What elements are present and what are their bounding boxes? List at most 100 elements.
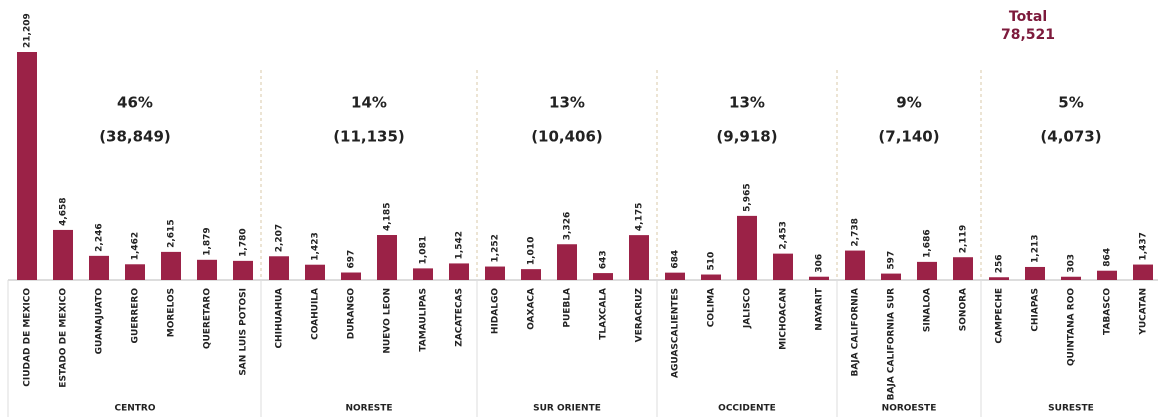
category-label: AGUASCALIENTES [671,288,681,378]
value-label: 1,542 [455,231,465,259]
bar [881,273,901,280]
bar [737,215,757,280]
group-total: (11,135) [333,128,405,146]
bar [593,273,613,280]
bar [233,260,253,280]
bar [809,276,829,280]
category-label: OAXACA [527,288,537,330]
value-label: 21,209 [23,13,33,48]
value-label: 643 [599,250,609,269]
category-label: VERACRUZ [635,288,645,343]
category-label: DURANGO [347,288,357,340]
bar [773,253,793,280]
bar [125,264,145,280]
value-label: 2,207 [275,224,285,252]
group-name: NOROESTE [882,404,937,414]
value-label: 3,326 [563,212,573,240]
category-label: SONORA [959,288,969,331]
category-label: NUEVO LEON [383,288,393,354]
category-label: GUERRERO [131,288,141,344]
category-label: TLAXCALA [599,288,609,340]
category-label: TABASCO [1103,288,1113,335]
value-label: 697 [347,250,357,269]
value-label: 1,423 [311,232,321,260]
bar [89,255,109,280]
category-label: CIUDAD DE MEXICO [23,288,33,387]
value-label: 2,738 [851,218,861,246]
category-label: ESTADO DE MEXICO [59,288,69,388]
total-label: Total [1009,9,1047,25]
group-name: CENTRO [114,404,155,414]
bar [197,259,217,280]
total-value: 78,521 [1001,27,1055,43]
value-label: 684 [671,250,681,269]
category-label: GUANAJUATO [95,288,105,355]
group-total: (10,406) [531,128,603,146]
bar [557,244,577,280]
value-label: 303 [1067,254,1077,273]
category-label: MORELOS [167,288,177,337]
group-share: 13% [549,94,585,112]
category-label: PUEBLA [563,288,573,328]
value-label: 1,252 [491,234,501,262]
value-label: 4,175 [635,203,645,231]
group-share: 13% [729,94,765,112]
category-label: CHIAPAS [1031,288,1041,332]
bar [845,250,865,280]
group-name: NORESTE [345,404,392,414]
bar [917,261,937,280]
category-label: ZACATECAS [455,288,465,347]
bar [161,251,181,280]
bar [449,263,469,280]
bar [953,257,973,280]
group-name: SUR ORIENTE [533,404,601,414]
value-label: 2,453 [779,221,789,249]
value-label: 1,780 [239,228,249,256]
value-label: 306 [815,254,825,273]
category-label: TAMAULIPAS [419,288,429,352]
bar [341,272,361,280]
value-label: 5,965 [743,183,753,211]
bar [701,274,721,280]
group-share: 5% [1058,94,1083,112]
value-label: 1,879 [203,227,213,255]
bar [413,268,433,280]
category-label: MICHOACAN [779,288,789,350]
category-label: HIDALGO [491,288,501,334]
category-label: YUCATAN [1139,288,1149,336]
category-label: COAHUILA [311,288,321,340]
value-label: 1,010 [527,237,537,265]
value-label: 1,081 [419,236,429,264]
bar [305,264,325,280]
category-label: JALISCO [743,288,753,329]
value-label: 1,437 [1139,232,1149,260]
category-label: SINALOA [923,288,933,332]
value-label: 2,615 [167,219,177,247]
bar [1133,264,1153,280]
group-total: (4,073) [1040,128,1101,146]
category-label: BAJA CALIFORNIA [851,288,861,377]
category-label: COLIMA [707,288,717,327]
group-share: 9% [896,94,921,112]
bar [1025,266,1045,280]
category-label: QUINTANA ROO [1067,288,1077,366]
bar [377,235,397,280]
category-label: QUERETARO [203,288,213,350]
value-label: 256 [995,254,1005,273]
value-label: 4,658 [59,197,69,225]
value-label: 2,119 [959,225,969,253]
bar [989,277,1009,280]
category-label: NAYARIT [815,287,825,331]
group-total: (9,918) [716,128,777,146]
bar [1061,276,1081,280]
group-total: (7,140) [878,128,939,146]
bar [521,269,541,280]
value-label: 1,462 [131,232,141,260]
value-label: 2,246 [95,223,105,251]
group-share: 46% [117,94,153,112]
group-share: 14% [351,94,387,112]
value-label: 1,213 [1031,234,1041,262]
category-label: CHIHUAHUA [275,288,285,349]
bar [1097,270,1117,280]
